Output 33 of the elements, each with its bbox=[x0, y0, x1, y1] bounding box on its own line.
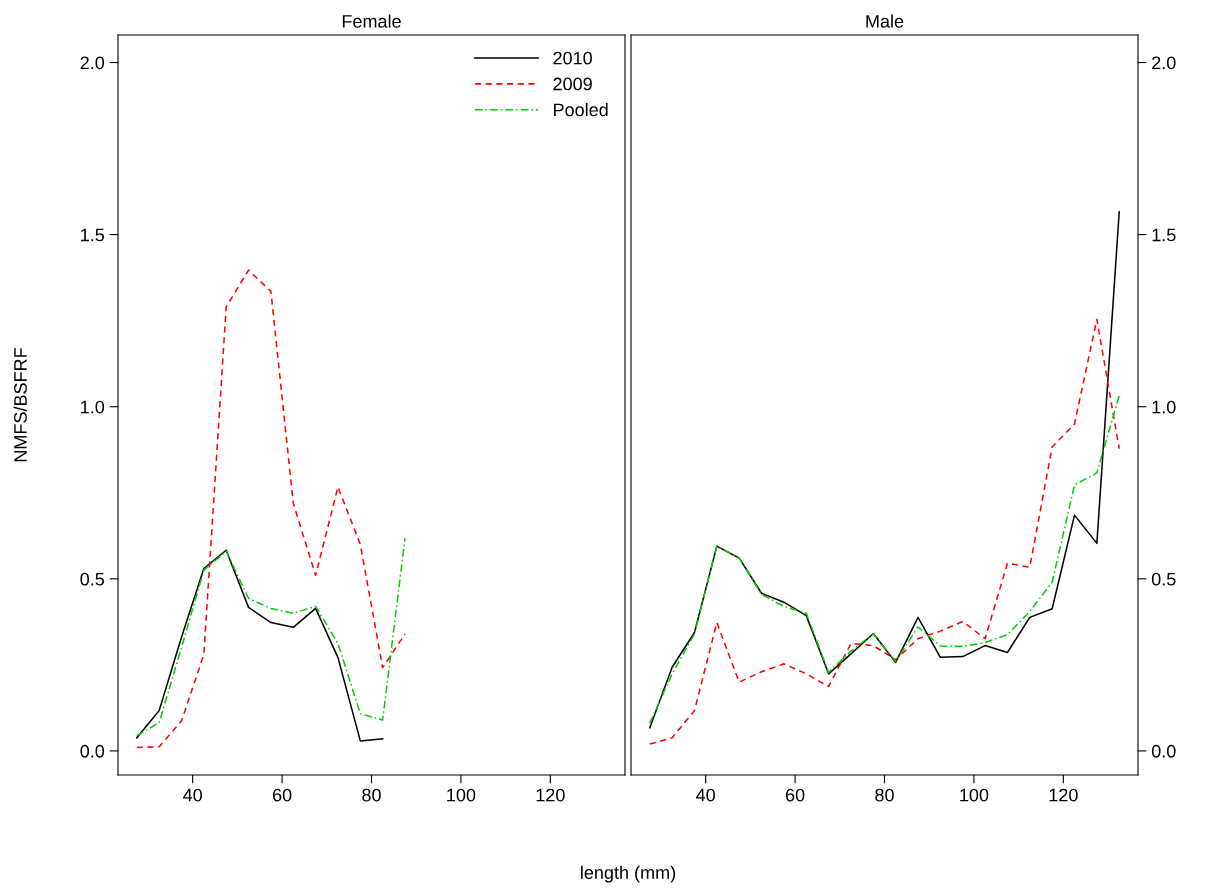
y-tick-label: 2.0 bbox=[80, 56, 105, 70]
y-tick-label: 1.0 bbox=[1152, 400, 1176, 414]
x-axis-title: length (mm) bbox=[581, 865, 676, 883]
x-tick-label: 40 bbox=[183, 788, 202, 802]
x-tick-label: 80 bbox=[875, 788, 894, 802]
x-tick-label: 120 bbox=[536, 788, 565, 802]
line-series bbox=[649, 211, 1120, 729]
line-series bbox=[136, 537, 406, 737]
y-tick-label: 0.0 bbox=[1151, 744, 1176, 758]
line-series bbox=[136, 549, 384, 742]
x-tick-label: 40 bbox=[696, 788, 715, 802]
y-axis-title: NMFS/BSFRF bbox=[13, 348, 27, 462]
y-tick-label: 0.0 bbox=[80, 744, 105, 758]
x-tick-label: 100 bbox=[960, 788, 989, 802]
y-tick-label: 0.5 bbox=[1151, 572, 1176, 586]
legend-label: 2009 bbox=[553, 77, 592, 91]
y-tick-label: 0.5 bbox=[80, 572, 105, 586]
x-tick-label: 60 bbox=[272, 788, 292, 802]
line-series bbox=[649, 318, 1120, 745]
line-series bbox=[136, 269, 406, 749]
line-series bbox=[649, 394, 1120, 725]
x-tick-label: 60 bbox=[785, 788, 805, 802]
x-tick-label: 120 bbox=[1049, 788, 1078, 802]
y-tick-label: 1.5 bbox=[81, 228, 105, 242]
legend-label: 2010 bbox=[553, 51, 592, 65]
x-tick-label: 80 bbox=[362, 788, 381, 802]
y-tick-label: 1.5 bbox=[1152, 228, 1176, 242]
y-tick-label: 2.0 bbox=[1152, 56, 1176, 70]
x-tick-label: 100 bbox=[447, 788, 476, 802]
chart-title: Male bbox=[866, 14, 904, 28]
chart-title: Female bbox=[342, 14, 401, 28]
legend-label: Pooled bbox=[554, 102, 608, 117]
y-tick-label: 1.0 bbox=[81, 400, 105, 414]
